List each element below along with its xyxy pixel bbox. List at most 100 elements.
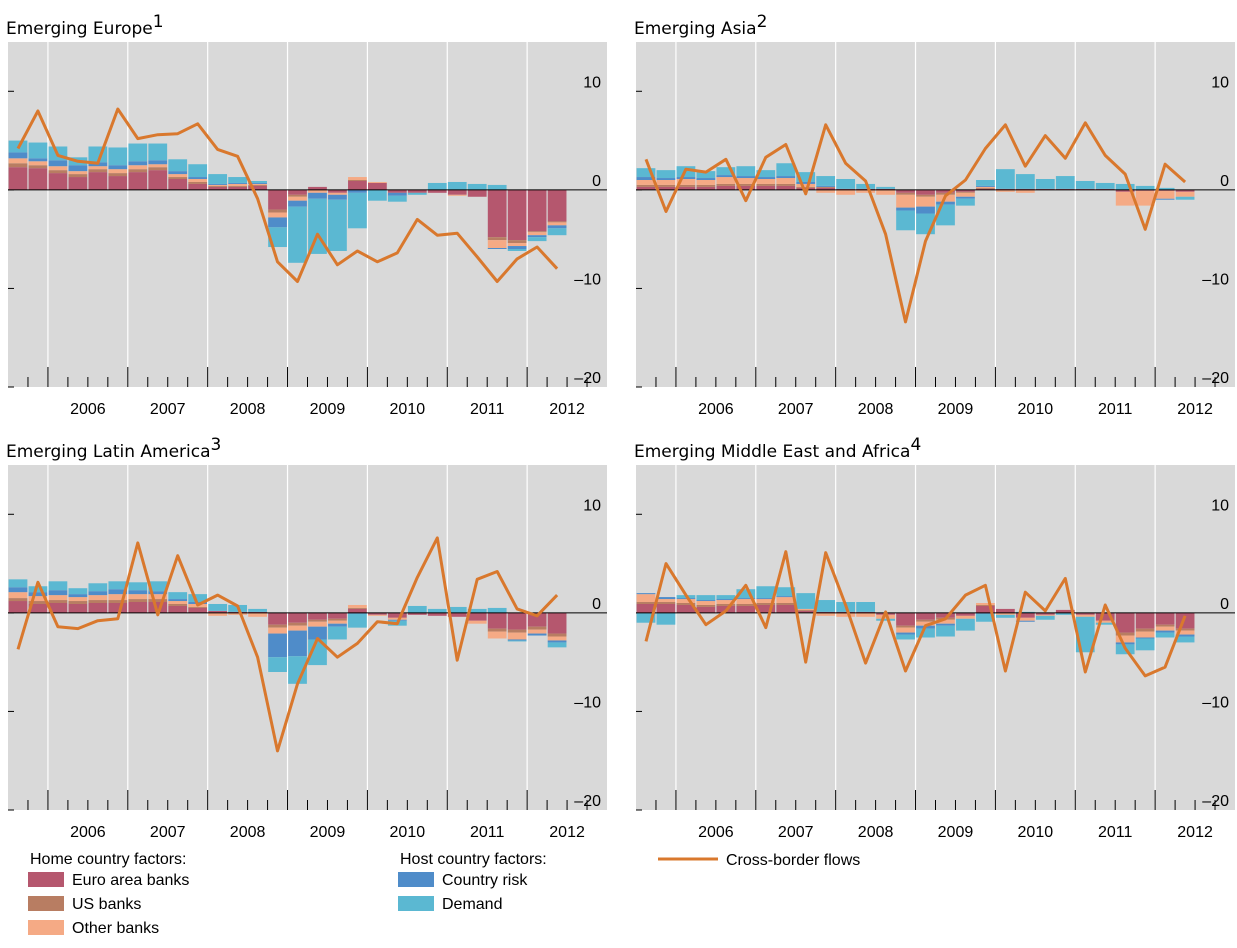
- bar-segment: [88, 603, 108, 613]
- bar-segment: [1135, 631, 1155, 638]
- bar-segment: [716, 599, 736, 601]
- bar-segment: [148, 160, 168, 165]
- x-tick-label: 2006: [70, 824, 106, 841]
- bar-segment: [916, 196, 935, 207]
- bar-segment: [507, 189, 527, 241]
- bar-segment: [796, 593, 816, 609]
- bar-segment: [1075, 612, 1095, 615]
- plot-area: [8, 42, 607, 387]
- bar-segment: [916, 194, 935, 197]
- bar-segment: [308, 189, 327, 193]
- bar-segment: [208, 610, 228, 613]
- x-tick-label: 2010: [390, 401, 426, 418]
- bar-segment: [636, 612, 656, 623]
- bar-segment: [168, 179, 188, 190]
- bar-segment: [108, 176, 128, 190]
- bar-segment: [956, 196, 975, 199]
- x-tick-label: 2008: [230, 401, 266, 418]
- legend-label: Other banks: [72, 920, 159, 937]
- bar-segment: [48, 166, 68, 171]
- bar-segment: [636, 180, 656, 185]
- bar-segment: [28, 158, 48, 162]
- bar-segment: [1155, 626, 1175, 631]
- bar-segment: [936, 619, 955, 624]
- bar-segment: [108, 600, 128, 603]
- bar-segment: [856, 612, 875, 617]
- bar-segment: [816, 186, 836, 188]
- x-tick-label: 2011: [470, 824, 505, 841]
- bar-segment: [427, 189, 447, 193]
- bar-segment: [248, 612, 267, 617]
- bar-segment: [8, 592, 28, 599]
- bar-segment: [68, 174, 88, 178]
- x-tick-label: 2012: [1177, 824, 1213, 841]
- bar-segment: [656, 602, 676, 604]
- bar-segment: [487, 612, 507, 629]
- bar-segment: [1155, 190, 1175, 199]
- title-text: Emerging Europe: [6, 19, 153, 39]
- legend-label: Demand: [442, 896, 502, 913]
- bar-segment: [996, 614, 1015, 618]
- bar-segment: [936, 623, 955, 626]
- legend-swatch: [398, 872, 434, 887]
- bar-segment: [447, 606, 467, 613]
- bar-segment: [1015, 612, 1035, 618]
- bar-segment: [936, 625, 955, 637]
- bar-segment: [896, 612, 915, 626]
- bar-segment: [88, 595, 108, 601]
- y-tick-label: 10: [583, 497, 601, 514]
- legend-group-title: Host country factors:: [400, 851, 547, 868]
- bar-segment: [148, 167, 168, 171]
- bar-segment: [128, 582, 148, 591]
- bar-segment: [636, 593, 656, 595]
- bar-segment: [68, 597, 88, 602]
- bar-segment: [308, 626, 327, 640]
- bar-segment: [48, 581, 68, 591]
- bar-segment: [547, 636, 567, 641]
- bar-segment: [956, 198, 975, 206]
- bar-segment: [547, 228, 567, 236]
- bar-segment: [547, 642, 567, 648]
- bar-segment: [1155, 632, 1175, 638]
- bar-segment: [348, 192, 367, 229]
- bar-segment: [128, 169, 148, 173]
- bar-segment: [856, 189, 875, 193]
- x-tick-label: 2007: [778, 401, 814, 418]
- bar-segment: [348, 604, 367, 608]
- bar-segment: [916, 206, 935, 214]
- bar-segment: [28, 596, 48, 602]
- bar-segment: [656, 597, 676, 600]
- bar-segment: [88, 600, 108, 603]
- bar-segment: [348, 177, 367, 180]
- bar-segment: [1055, 612, 1075, 615]
- bar-segment: [1115, 632, 1135, 636]
- bar-segment: [487, 631, 507, 639]
- bar-segment: [976, 613, 995, 622]
- bar-segment: [168, 601, 188, 604]
- bar-segment: [527, 232, 547, 236]
- bar-segment: [328, 626, 347, 640]
- bar-segment: [28, 592, 48, 597]
- bar-segment: [676, 177, 696, 180]
- bar-segment: [1155, 198, 1175, 200]
- bar-segment: [88, 591, 108, 596]
- y-tick-label: 0: [592, 596, 601, 613]
- bar-segment: [148, 164, 168, 168]
- bar-segment: [696, 184, 716, 187]
- x-tick-label: 2009: [938, 401, 974, 418]
- bar-segment: [876, 618, 895, 621]
- bar-segment: [308, 186, 327, 190]
- bar-segment: [188, 177, 208, 180]
- bar-segment: [756, 604, 776, 613]
- bar-segment: [427, 612, 447, 616]
- bar-segment: [776, 176, 796, 179]
- bar-segment: [876, 186, 895, 189]
- bar-segment: [1115, 183, 1135, 190]
- x-tick-label: 2006: [698, 401, 734, 418]
- bar-segment: [1155, 187, 1175, 190]
- bar-segment: [1175, 189, 1195, 192]
- bar-segment: [467, 612, 487, 621]
- bar-segment: [816, 185, 836, 187]
- x-tick-label: 2012: [1177, 401, 1213, 418]
- bar-segment: [348, 180, 367, 181]
